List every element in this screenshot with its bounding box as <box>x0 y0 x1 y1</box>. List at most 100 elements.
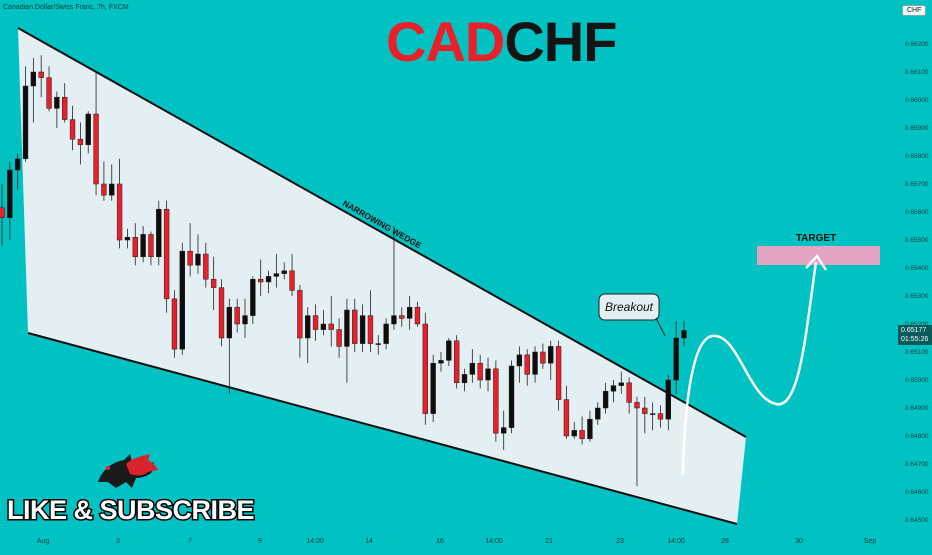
candle <box>383 318 389 350</box>
candle <box>642 396 648 434</box>
candle-body <box>642 407 648 414</box>
price-axis-tick: 0.65100 <box>905 349 929 356</box>
candle-body <box>312 315 319 330</box>
candle-body <box>171 298 178 350</box>
candle-body <box>0 207 5 218</box>
candle-body <box>681 330 687 339</box>
time-axis: Aug 3 7 9 14:00 14 16 14:00 21 23 14:00 28 30 Sep <box>37 538 877 545</box>
candle <box>163 200 170 313</box>
candle-body <box>391 315 397 325</box>
subscribe-banner[interactable]: LIKE & SUBSCRIBE <box>5 495 256 525</box>
time-axis-tick: 23 <box>616 538 624 545</box>
candle <box>555 340 562 411</box>
candle <box>258 259 264 296</box>
bar-countdown: 01:55:26 <box>901 336 929 343</box>
candle <box>46 66 52 112</box>
target-zone <box>757 246 880 265</box>
price-axis-tick: 0.65400 <box>905 265 929 272</box>
target-label: TARGET <box>796 233 836 244</box>
candle-body <box>93 113 99 185</box>
candle-body <box>148 234 154 258</box>
candle-body <box>62 96 68 120</box>
candle <box>265 270 272 294</box>
price-axis-tick: 0.64600 <box>905 489 929 496</box>
candle <box>493 360 499 442</box>
candle <box>626 377 632 414</box>
time-axis-tick: Aug <box>37 538 50 545</box>
candle <box>430 354 436 422</box>
time-axis-tick: 14:00 <box>306 538 324 545</box>
candle-body <box>501 427 507 434</box>
candle-body <box>461 374 468 384</box>
candle <box>203 242 209 288</box>
candle <box>132 223 138 266</box>
time-axis-tick: 7 <box>188 538 192 545</box>
candle <box>367 290 374 352</box>
candle-body <box>242 315 248 325</box>
projection-arrowhead-icon <box>805 253 828 271</box>
candle <box>524 349 530 386</box>
price-axis-tick: 0.65600 <box>905 209 929 216</box>
breakout-callout-box <box>598 293 660 321</box>
candle <box>242 298 248 338</box>
candle <box>469 349 476 383</box>
candle <box>297 284 303 358</box>
candle-body <box>265 276 272 283</box>
candle-body <box>352 309 358 344</box>
candle-body <box>469 362 476 375</box>
candle <box>657 405 664 428</box>
candle-body <box>406 306 413 319</box>
candle <box>414 301 421 327</box>
candle <box>0 184 5 246</box>
candle <box>234 298 240 333</box>
price-axis-tick: 0.65500 <box>905 237 929 244</box>
candle-body <box>305 315 311 339</box>
candle-body <box>485 368 491 381</box>
candle <box>336 318 342 358</box>
candle-body <box>453 340 460 384</box>
candle-body <box>673 337 679 381</box>
price-axis-tick: 0.65300 <box>905 293 929 300</box>
candle <box>681 321 687 347</box>
candle <box>320 310 327 336</box>
candle <box>250 276 256 324</box>
time-axis-tick: Sep <box>864 538 877 545</box>
candle-body <box>289 270 295 291</box>
candle-body <box>665 379 672 420</box>
candle-body <box>85 113 91 146</box>
candle-body <box>587 418 593 440</box>
candle <box>438 352 444 372</box>
candle-body <box>281 270 287 274</box>
candle-body <box>320 323 327 330</box>
candle <box>359 304 366 352</box>
candle <box>532 346 538 383</box>
price-axis-tick: 0.66200 <box>905 41 929 48</box>
time-axis-tick: 3 <box>116 538 120 545</box>
candle <box>281 262 287 280</box>
candle-body <box>218 287 225 339</box>
time-axis-tick: 28 <box>721 538 729 545</box>
candle-body <box>132 236 138 258</box>
currency-badge[interactable]: CHF <box>902 5 927 16</box>
time-axis-tick: 14:00 <box>667 538 685 545</box>
candle <box>453 335 460 389</box>
candle-body <box>187 250 193 266</box>
candle <box>548 340 554 380</box>
candle-body <box>203 253 209 280</box>
candle <box>571 422 577 439</box>
candle-body <box>7 169 13 218</box>
time-axis-tick: 9 <box>258 538 262 545</box>
price-axis-tick: 0.64500 <box>905 517 929 524</box>
candle <box>38 55 44 98</box>
price-axis-tick: 0.65700 <box>905 181 929 188</box>
price-axis-tick: 0.66000 <box>905 97 929 104</box>
candle-body <box>156 208 162 258</box>
candle <box>30 58 37 123</box>
candle <box>610 380 617 403</box>
candle <box>328 296 334 347</box>
candle <box>446 338 452 366</box>
candles-group <box>0 55 687 487</box>
candle-body <box>359 315 366 344</box>
candle-body <box>69 119 76 140</box>
candle <box>22 66 29 162</box>
